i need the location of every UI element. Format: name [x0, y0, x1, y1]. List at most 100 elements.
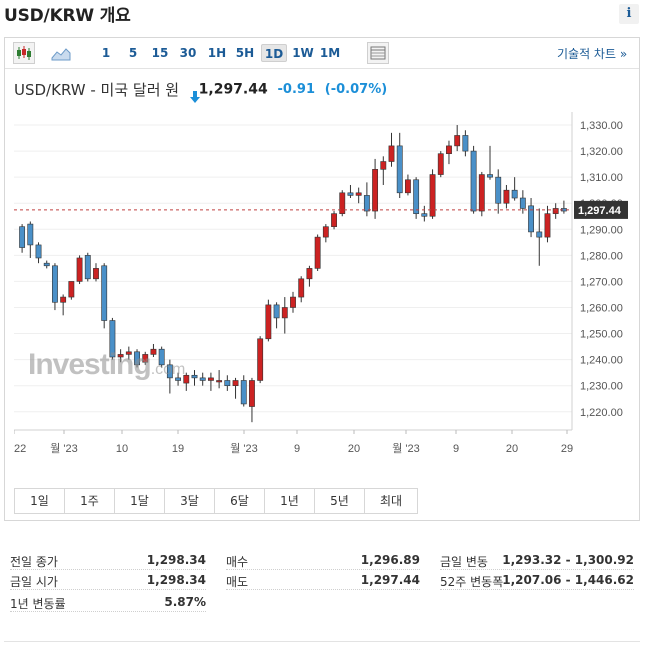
- candle-body: [306, 268, 313, 280]
- candle-body: [207, 377, 214, 381]
- stat-bid: 매수 1,296.89: [226, 550, 420, 570]
- candle-body: [191, 374, 198, 379]
- y-tick-label: 1,270.00: [580, 276, 623, 288]
- candle-body: [372, 169, 379, 212]
- range-max[interactable]: 최대: [379, 494, 403, 508]
- timeframe-15[interactable]: 15: [151, 46, 169, 60]
- x-tick-label: 월 '23: [392, 442, 420, 455]
- price-change: -0.91: [277, 82, 315, 97]
- candle-body: [404, 179, 411, 194]
- candle-body: [166, 364, 173, 379]
- candle-body: [109, 320, 116, 358]
- last-price-tag-label: 1,297.44: [578, 205, 622, 217]
- timeframe-1m[interactable]: 1M: [319, 46, 341, 60]
- price-chart[interactable]: 1,330.001,320.001,310.001,300.001,290.00…: [14, 112, 628, 458]
- candle-body: [68, 281, 75, 298]
- candle-body: [347, 192, 354, 196]
- candle-body: [290, 296, 296, 308]
- area-chart-icon[interactable]: [50, 42, 72, 64]
- candle-body: [552, 208, 559, 214]
- candle-body: [528, 205, 534, 233]
- candlestick-icon[interactable]: [13, 42, 35, 64]
- candle-body: [43, 262, 50, 267]
- candle-body: [314, 236, 321, 269]
- y-tick-label: 1,310.00: [580, 172, 623, 184]
- y-tick-label: 1,260.00: [580, 302, 623, 314]
- candle-body: [355, 192, 362, 196]
- timeframe-30[interactable]: 30: [179, 46, 197, 60]
- range-1d[interactable]: 1일: [15, 489, 65, 513]
- candle-body: [257, 338, 264, 381]
- bottom-divider: [4, 641, 640, 642]
- candle-body: [281, 307, 288, 319]
- candle-body: [240, 380, 247, 405]
- candle-body: [117, 354, 124, 358]
- candle-body: [101, 265, 108, 321]
- y-tick-label: 1,290.00: [580, 224, 623, 236]
- range-1m[interactable]: 1달: [115, 489, 165, 513]
- candle-body: [462, 135, 469, 152]
- candle-body: [388, 145, 395, 162]
- candle-body: [339, 192, 346, 214]
- candle-body: [27, 223, 34, 246]
- candle-body: [421, 213, 428, 217]
- candle-body: [76, 257, 83, 282]
- candle-body: [35, 244, 42, 259]
- x-tick-label: 9: [294, 443, 300, 455]
- range-1w[interactable]: 1주: [65, 489, 115, 513]
- timeframe-1h[interactable]: 1H: [207, 46, 227, 60]
- range-3m[interactable]: 3달: [165, 489, 215, 513]
- candle-body: [396, 145, 403, 194]
- candle-body: [478, 174, 485, 212]
- price-change-percent: (-0.07%): [324, 82, 388, 97]
- info-button[interactable]: i: [619, 4, 639, 24]
- investing-watermark: Investing.com: [28, 348, 186, 381]
- candle-body: [413, 179, 420, 214]
- candle-body: [519, 197, 526, 209]
- candle-body: [487, 174, 493, 178]
- instrument-name: USD/KRW - 미국 달러 원: [14, 81, 180, 99]
- stat-prev-close: 전일 종가 1,298.34: [10, 550, 206, 570]
- last-price: 1,297.44: [198, 81, 268, 98]
- range-5y[interactable]: 5년: [315, 489, 365, 513]
- stat-open: 금일 시가 1,298.34: [10, 570, 206, 590]
- candle-body: [199, 377, 206, 381]
- timeframe-5[interactable]: 5: [128, 46, 138, 60]
- candle-body: [363, 195, 370, 212]
- candle-body: [322, 226, 329, 238]
- quote-line: USD/KRW - 미국 달러 원 1,297.44 -0.91 (-0.07%…: [14, 79, 388, 103]
- candle-body: [249, 380, 255, 407]
- candle-body: [429, 174, 436, 217]
- candle-body: [84, 255, 91, 280]
- candle-body: [446, 145, 452, 155]
- candle-body: [216, 380, 223, 383]
- range-6m[interactable]: 6달: [215, 489, 265, 513]
- timeframe-1d[interactable]: 1D: [261, 44, 287, 62]
- technical-chart-link[interactable]: 기술적 차트 »: [557, 47, 628, 61]
- range-1y[interactable]: 1년: [265, 489, 315, 513]
- candle-body: [331, 213, 337, 227]
- y-tick-label: 1,320.00: [580, 146, 623, 158]
- table-view-icon[interactable]: [367, 42, 389, 64]
- candle-body: [495, 176, 502, 204]
- x-tick-label: 월 '23: [50, 442, 78, 455]
- x-tick-label: 20: [506, 443, 518, 455]
- candle-body: [93, 268, 99, 280]
- timeframe-5h[interactable]: 5H: [235, 46, 255, 60]
- candle-body: [224, 380, 231, 386]
- candle-body: [125, 351, 132, 355]
- candle-body: [273, 304, 280, 319]
- timeframe-1w[interactable]: 1W: [292, 46, 314, 60]
- y-tick-label: 1,330.00: [580, 120, 623, 132]
- candle-body: [150, 348, 157, 355]
- candle-body: [544, 213, 551, 238]
- x-tick-label: 10: [116, 443, 128, 455]
- x-tick-label: 월 '23: [230, 442, 258, 455]
- x-tick-label: 22: [14, 443, 26, 455]
- candle-body: [183, 374, 190, 384]
- candle-body: [19, 226, 26, 248]
- candle-body: [503, 189, 510, 204]
- candle-body: [380, 161, 387, 170]
- candle-body: [265, 304, 272, 340]
- timeframe-1[interactable]: 1: [101, 46, 111, 60]
